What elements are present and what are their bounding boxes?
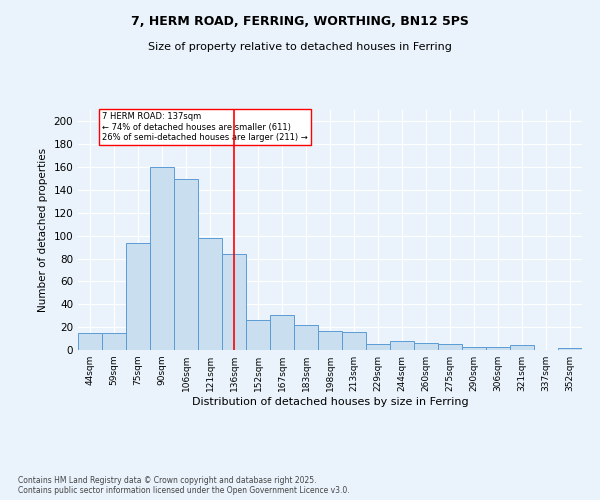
Bar <box>126 242 150 350</box>
Bar <box>150 167 174 350</box>
X-axis label: Distribution of detached houses by size in Ferring: Distribution of detached houses by size … <box>191 397 469 407</box>
Bar <box>390 341 414 350</box>
Bar <box>318 330 342 350</box>
Bar <box>102 333 126 350</box>
Bar <box>342 332 366 350</box>
Text: 7 HERM ROAD: 137sqm
← 74% of detached houses are smaller (611)
26% of semi-detac: 7 HERM ROAD: 137sqm ← 74% of detached ho… <box>102 112 308 142</box>
Bar <box>78 333 102 350</box>
Bar <box>294 325 318 350</box>
Bar <box>510 346 534 350</box>
Bar <box>486 346 510 350</box>
Y-axis label: Number of detached properties: Number of detached properties <box>38 148 48 312</box>
Bar <box>174 178 198 350</box>
Bar <box>198 238 222 350</box>
Bar <box>438 344 462 350</box>
Bar <box>246 320 270 350</box>
Text: Size of property relative to detached houses in Ferring: Size of property relative to detached ho… <box>148 42 452 52</box>
Bar <box>414 343 438 350</box>
Text: Contains HM Land Registry data © Crown copyright and database right 2025.
Contai: Contains HM Land Registry data © Crown c… <box>18 476 350 495</box>
Bar <box>558 348 582 350</box>
Bar <box>462 346 486 350</box>
Text: 7, HERM ROAD, FERRING, WORTHING, BN12 5PS: 7, HERM ROAD, FERRING, WORTHING, BN12 5P… <box>131 15 469 28</box>
Bar <box>366 344 390 350</box>
Bar <box>222 254 246 350</box>
Bar <box>270 314 294 350</box>
